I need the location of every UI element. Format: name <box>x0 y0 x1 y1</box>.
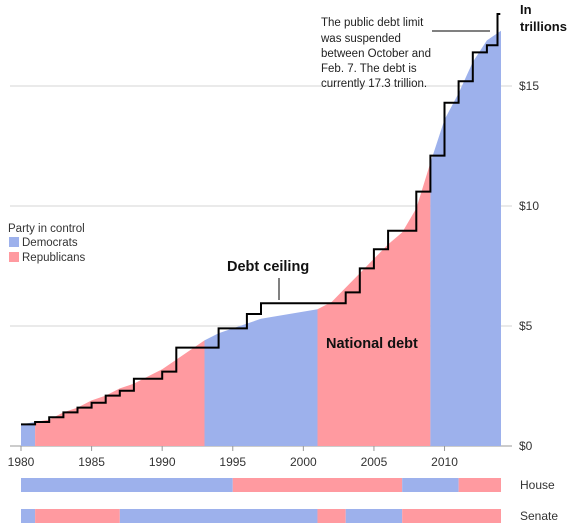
note-line-4: Feb. 7. The debt is <box>321 63 417 75</box>
debt-ceiling-line <box>21 13 501 426</box>
debt-ceiling-annotation: Debt ceiling <box>227 259 309 300</box>
x-tick-label: 1985 <box>78 455 105 469</box>
debt-area <box>21 30 501 447</box>
x-tick-label: 1980 <box>8 455 35 469</box>
national-debt-label: National debt <box>326 336 418 352</box>
control-strips <box>21 478 501 523</box>
y-tick-label: $5 <box>519 319 533 333</box>
senate-segment-1 <box>35 509 120 523</box>
debt-area-democrat-2 <box>204 309 318 446</box>
note-line-2: was suspended <box>320 33 401 45</box>
legend-label-republicans: Republicans <box>22 252 86 264</box>
legend-swatch-democrats <box>9 237 19 247</box>
senate-segment-0 <box>21 509 36 523</box>
house-segment-2 <box>402 478 459 492</box>
house-segment-1 <box>232 478 403 492</box>
debt-ceiling-label: Debt ceiling <box>227 259 309 275</box>
strip-label-house: House <box>520 478 555 492</box>
senate-segment-5 <box>402 509 501 523</box>
debt-ceiling-step <box>21 13 501 426</box>
y-tick-label: $10 <box>519 199 539 213</box>
x-tick-label: 2005 <box>361 455 388 469</box>
house-segment-3 <box>458 478 501 492</box>
x-tick-label: 1995 <box>219 455 246 469</box>
y-axis-ticks: $0 $5 $10 $15 <box>519 79 539 453</box>
legend-title: Party in control <box>8 223 85 235</box>
y-tick-label: $15 <box>519 79 539 93</box>
x-axis-ticks: 1980 1985 1990 1995 2000 2005 2010 <box>8 446 458 469</box>
note-line-5: currently 17.3 trillion. <box>321 78 427 90</box>
legend: Party in control Democrats Republicans <box>8 223 86 264</box>
y-tick-label: $0 <box>519 439 533 453</box>
debt-area-democrat-4 <box>430 30 501 447</box>
unit-label-line1: In <box>520 2 532 17</box>
note-line-1: The public debt limit <box>321 17 424 29</box>
senate-segment-3 <box>317 509 346 523</box>
legend-swatch-republicans <box>9 252 19 262</box>
note-line-3: between October and <box>321 48 431 60</box>
x-tick-label: 1990 <box>149 455 176 469</box>
debt-area-democrat-0 <box>21 422 36 446</box>
legend-label-democrats: Democrats <box>22 237 78 249</box>
unit-label-line2: trillions <box>520 19 567 34</box>
suspension-note: The public debt limit was suspended betw… <box>320 17 490 90</box>
senate-segment-2 <box>119 509 318 523</box>
debt-area-republican-3 <box>317 162 431 447</box>
strip-label-senate: Senate <box>520 509 558 523</box>
senate-segment-4 <box>345 509 403 523</box>
house-segment-0 <box>21 478 233 492</box>
x-tick-label: 2000 <box>290 455 317 469</box>
x-tick-label: 2010 <box>431 455 458 469</box>
